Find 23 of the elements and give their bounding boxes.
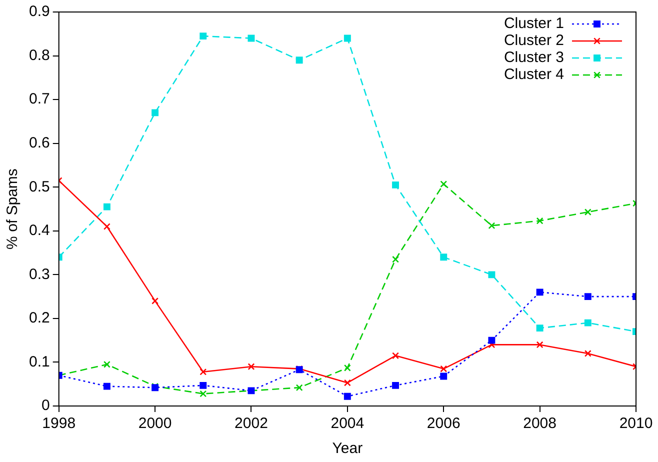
y-tick-label: 0.4 (28, 222, 50, 240)
y-tick-label: 0.9 (28, 3, 50, 20)
legend-label: Cluster 3 (504, 49, 564, 66)
x-tick-label: 1998 (42, 415, 76, 432)
y-tick-label: 0.1 (28, 353, 50, 370)
legend-label: Cluster 4 (504, 66, 564, 84)
x-tick-label: 2006 (426, 415, 460, 432)
y-tick-label: 0.8 (28, 46, 50, 64)
legend-label: Cluster 2 (504, 32, 564, 50)
y-axis-title: % of Spams (4, 168, 22, 250)
x-tick-label: 2004 (330, 415, 364, 432)
legend-label: Cluster 1 (504, 15, 564, 32)
y-tick-label: 0.6 (28, 134, 50, 152)
y-tick-label: 0.2 (28, 310, 50, 327)
x-tick-label: 2002 (234, 415, 268, 432)
y-tick-label: 0 (42, 397, 50, 414)
x-tick-label: 2010 (619, 415, 653, 432)
x-tick-label: 2008 (523, 415, 556, 432)
y-tick-label: 0.5 (28, 178, 50, 196)
x-tick-label: 2000 (138, 415, 172, 432)
x-axis-title: Year (332, 440, 363, 458)
y-tick-label: 0.7 (28, 90, 50, 108)
y-tick-label: 0.3 (28, 266, 50, 283)
